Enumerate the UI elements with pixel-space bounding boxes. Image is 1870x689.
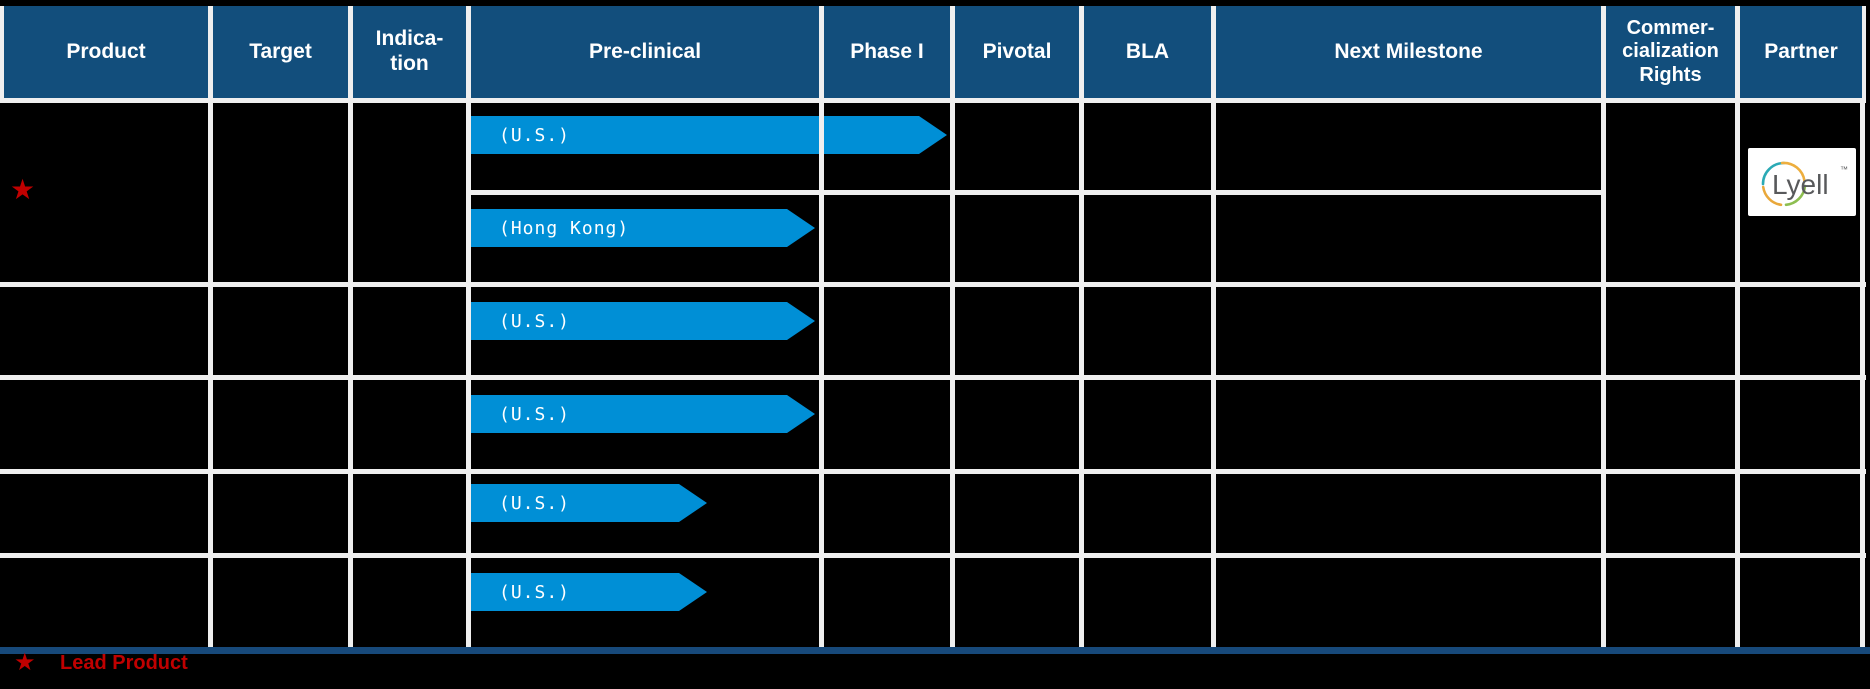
grid-vline: [819, 98, 824, 648]
grid-vline: [950, 98, 955, 648]
legend-label: Lead Product: [60, 652, 188, 674]
column-header-label: BLA: [1125, 39, 1170, 63]
column-header-label: Indica- tion: [375, 27, 444, 75]
column-header-label: Target: [249, 39, 312, 63]
grid-vline: [466, 98, 471, 648]
column-header-product: Product: [4, 6, 208, 98]
grid-vline: [208, 98, 213, 648]
grid-hline-row2-bottom: [0, 375, 1866, 380]
grid-hline-row1-bottom: [0, 282, 1866, 287]
pipeline-bar-label: (U.S.): [499, 310, 571, 332]
column-header-indication: Indica- tion: [353, 6, 466, 98]
column-header-next-milestone: Next Milestone: [1216, 6, 1601, 98]
column-header-partner: Partner: [1740, 6, 1862, 98]
column-header-bla: BLA: [1084, 6, 1211, 98]
pipeline-bar-row3-us: (U.S.): [471, 395, 815, 433]
grid-vline: [1211, 98, 1216, 648]
column-header-label: Pivotal: [982, 39, 1052, 63]
pipeline-bar-row2-us: (U.S.): [471, 302, 815, 340]
grid-hline-row3-bottom: [0, 469, 1866, 474]
grid-subdivider-row1: [466, 190, 1606, 195]
legend-star-icon: ★: [14, 649, 36, 676]
column-header-label: Pre-clinical: [588, 39, 702, 63]
pipeline-bar-row5-us: (U.S.): [471, 573, 707, 611]
lead-product-star-icon: ★: [10, 174, 36, 205]
table-bottom-rule: [0, 647, 1870, 654]
grid-vline: [1079, 98, 1084, 648]
pipeline-bar-label: (U.S.): [499, 492, 571, 514]
column-header-phase1: Phase I: [824, 6, 950, 98]
pipeline-bar-label: (U.S.): [499, 124, 571, 146]
pipeline-bar-label: (U.S.): [499, 403, 571, 425]
pipeline-bar-row1-hongkong: (Hong Kong): [471, 209, 815, 247]
column-header-commercialization-rights: Commer- cialization Rights: [1606, 6, 1735, 98]
column-header-label: Commer- cialization Rights: [1622, 16, 1719, 86]
grid-vline: [348, 98, 353, 648]
pipeline-bar-row4-us: (U.S.): [471, 484, 707, 522]
column-header-target: Target: [213, 6, 348, 98]
column-header-preclinical: Pre-clinical: [471, 6, 819, 98]
column-header-label: Phase I: [850, 39, 924, 63]
svg-text:™: ™: [1840, 165, 1848, 174]
pipeline-bar-label: (Hong Kong): [499, 217, 630, 239]
lyell-logo-icon: Lyell ™: [1761, 161, 1848, 207]
grid-vline: [1735, 98, 1740, 648]
column-header-label: Next Milestone: [1334, 39, 1483, 63]
column-header-label: Product: [66, 39, 146, 63]
column-header-label: Partner: [1764, 39, 1838, 63]
partner-logo-lyell: Lyell ™: [1748, 148, 1856, 216]
svg-text:Lyell: Lyell: [1772, 169, 1829, 200]
pipeline-bar-row1-us: (U.S.): [471, 116, 947, 154]
grid-vline: [1601, 98, 1606, 648]
grid-vline: [1860, 98, 1865, 648]
grid-hline-row4-bottom: [0, 553, 1866, 558]
pipeline-bar-label: (U.S.): [499, 581, 571, 603]
column-header-pivotal: Pivotal: [955, 6, 1079, 98]
